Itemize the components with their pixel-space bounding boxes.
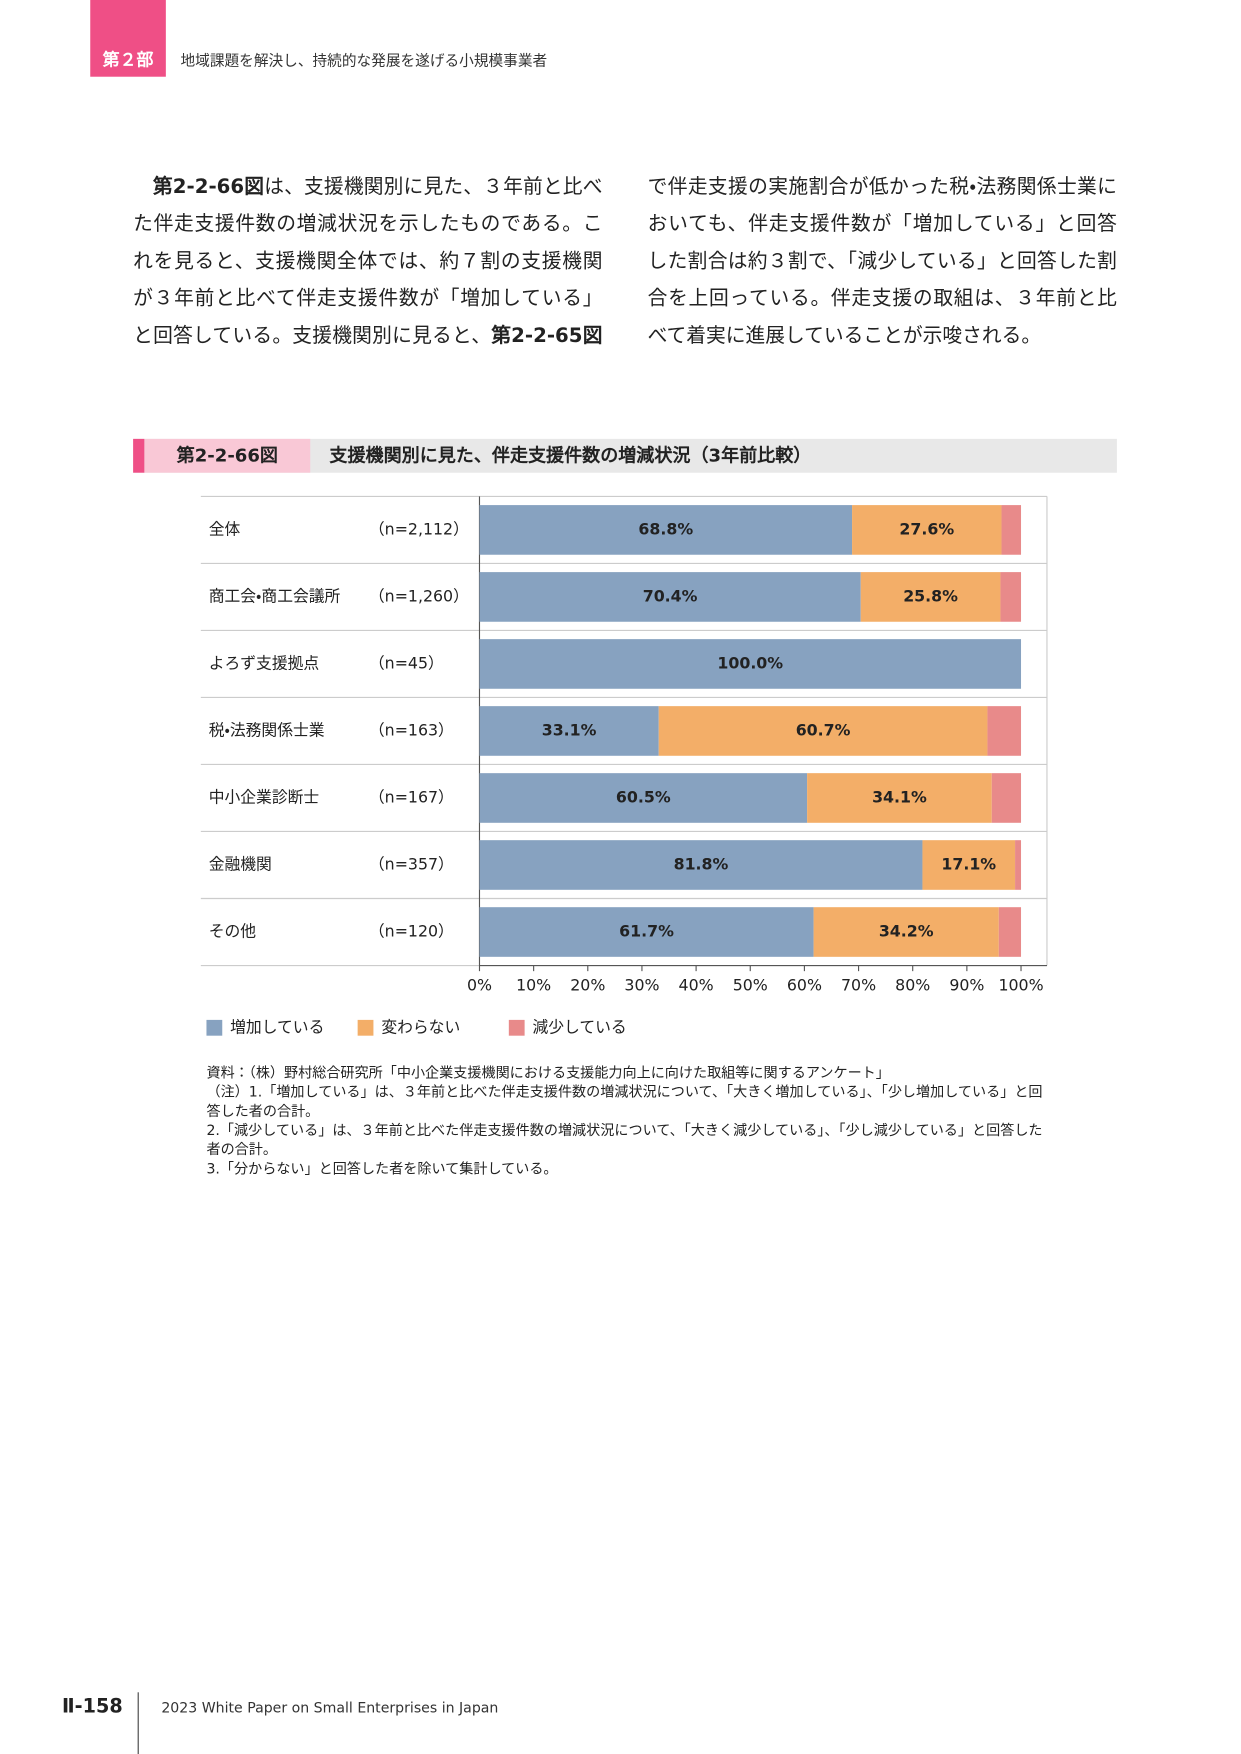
chart: 0% 10% 20% 30% 40% 50% 60% 70% 80% 90% 100% 全体 （n=2,… (200, 495, 1048, 1036)
legend-label: 減少している (533, 1017, 627, 1036)
footer-title: 2023 White Paper on Small Enterprises in… (161, 1699, 499, 1716)
value-label: 60.7% (796, 720, 851, 739)
note: 2.「減少している」は、３年前と比べた伴走支援件数の増減状況について、「大きく減… (206, 1121, 1043, 1158)
bar-segment (1015, 840, 1022, 890)
legend-swatch (357, 1019, 374, 1036)
value-label: 81.8% (674, 854, 729, 873)
bar-segment (860, 572, 1001, 622)
value-label: 27.6% (899, 519, 954, 538)
category-count: （n=163） (369, 720, 454, 739)
bar-segment (807, 773, 992, 823)
header-title: 地域課題を解決し、持続的な発展を遂げる小規模事業者 (180, 53, 548, 70)
bar-segment (479, 706, 659, 756)
body-span: で伴走支援の実施割合が低かった税・法務関係士業においても、伴走支援件数が「増加し… (647, 175, 1117, 348)
value-label: 100.0% (717, 653, 783, 672)
note: （注）1.「増加している」は、３年前と比べた伴走支援件数の増減状況について、「大… (206, 1083, 1043, 1120)
x-tick-label: 90% (949, 975, 984, 994)
note: 3.「分からない」と回答した者を除いて集計している。 (206, 1159, 558, 1177)
category-label: 商工会・商工会議所 (209, 586, 341, 605)
bar-segment (852, 505, 1002, 555)
category-label: 全体 (209, 519, 241, 538)
value-label: 17.1% (941, 854, 996, 873)
bar-segment (998, 907, 1022, 957)
body-span: は、支援機関別に見た、３年前と比べた伴走支援件数の増減状況を示したものである。こ… (133, 175, 603, 348)
bar-segment (1000, 572, 1022, 622)
body-text: 第2-2-66図は、支援機関別に見た、３年前と比べた伴走支援件数の増減状況を示し… (133, 169, 1117, 392)
bar-segment (479, 572, 861, 622)
x-tick-label: 0% (467, 975, 492, 994)
bar-segment (479, 773, 808, 823)
value-label: 25.8% (903, 586, 958, 605)
category-label: 金融機関 (209, 854, 272, 873)
part-badge: 第２部 (90, 0, 166, 77)
bar-segment (479, 907, 814, 957)
figure-ref: 第2-2-66図 (152, 175, 265, 199)
footer-rule (137, 1692, 139, 1754)
legend-label: 変わらない (381, 1017, 460, 1036)
bar-segment (987, 706, 1022, 756)
category-label: 中小企業診断士 (209, 787, 319, 806)
figure-title-bar: 第2-2-66図 支援機関別に見た、伴走支援件数の増減状況（3年前比較） (133, 438, 1117, 473)
bar-segment (991, 773, 1022, 823)
x-tick-label: 10% (516, 975, 551, 994)
x-tick-label: 80% (895, 975, 930, 994)
category-count: （n=357） (369, 854, 454, 873)
figure-title: 支援機関別に見た、伴走支援件数の増減状況（3年前比較） (329, 444, 812, 466)
value-label: 34.2% (879, 922, 934, 941)
bar-segment (922, 840, 1016, 890)
category-label: 税・法務関係士業 (209, 720, 325, 739)
value-label: 61.7% (619, 922, 674, 941)
value-label: 60.5% (616, 787, 671, 806)
bar-segment (813, 907, 999, 957)
category-count: （n=120） (369, 922, 454, 941)
bar-segment (658, 706, 988, 756)
value-label: 70.4% (643, 586, 698, 605)
figure-number: 第2-2-66図 (144, 438, 311, 473)
x-tick-label: 40% (679, 975, 714, 994)
legend-swatch (508, 1019, 525, 1036)
x-tick-label: 30% (624, 975, 659, 994)
bar-segment (479, 840, 923, 890)
legend-label: 増加している (230, 1017, 324, 1036)
x-tick-label: 70% (841, 975, 876, 994)
x-tick-label: 60% (787, 975, 822, 994)
category-count: （n=45） (369, 653, 444, 672)
category-count: （n=167） (369, 787, 454, 806)
page-number: Ⅱ-158 (62, 1695, 123, 1719)
x-tick-label: 20% (570, 975, 605, 994)
value-label: 33.1% (542, 720, 597, 739)
category-count: （n=2,112） (369, 519, 469, 538)
bar-segment (479, 639, 1022, 689)
value-label: 34.1% (872, 787, 927, 806)
note: 資料：（株）野村総合研究所「中小企業支援機関における支援能力向上に向けた取組等に… (206, 1063, 890, 1081)
category-count: （n=1,260） (369, 586, 469, 605)
value-label: 68.8% (638, 519, 693, 538)
category-label: その他 (209, 922, 257, 941)
bar-segment (1001, 505, 1022, 555)
x-tick-label: 100% (998, 975, 1043, 994)
category-label: よろず支援拠点 (209, 653, 319, 672)
bar-segment (479, 505, 853, 555)
legend-swatch (206, 1019, 223, 1036)
stripe (133, 438, 145, 473)
figure-ref: 第2-2-65図 (491, 324, 603, 348)
notes: 資料：（株）野村総合研究所「中小企業支援機関における支援能力向上に向けた取組等に… (206, 1063, 1047, 1178)
x-tick-label: 50% (733, 975, 768, 994)
